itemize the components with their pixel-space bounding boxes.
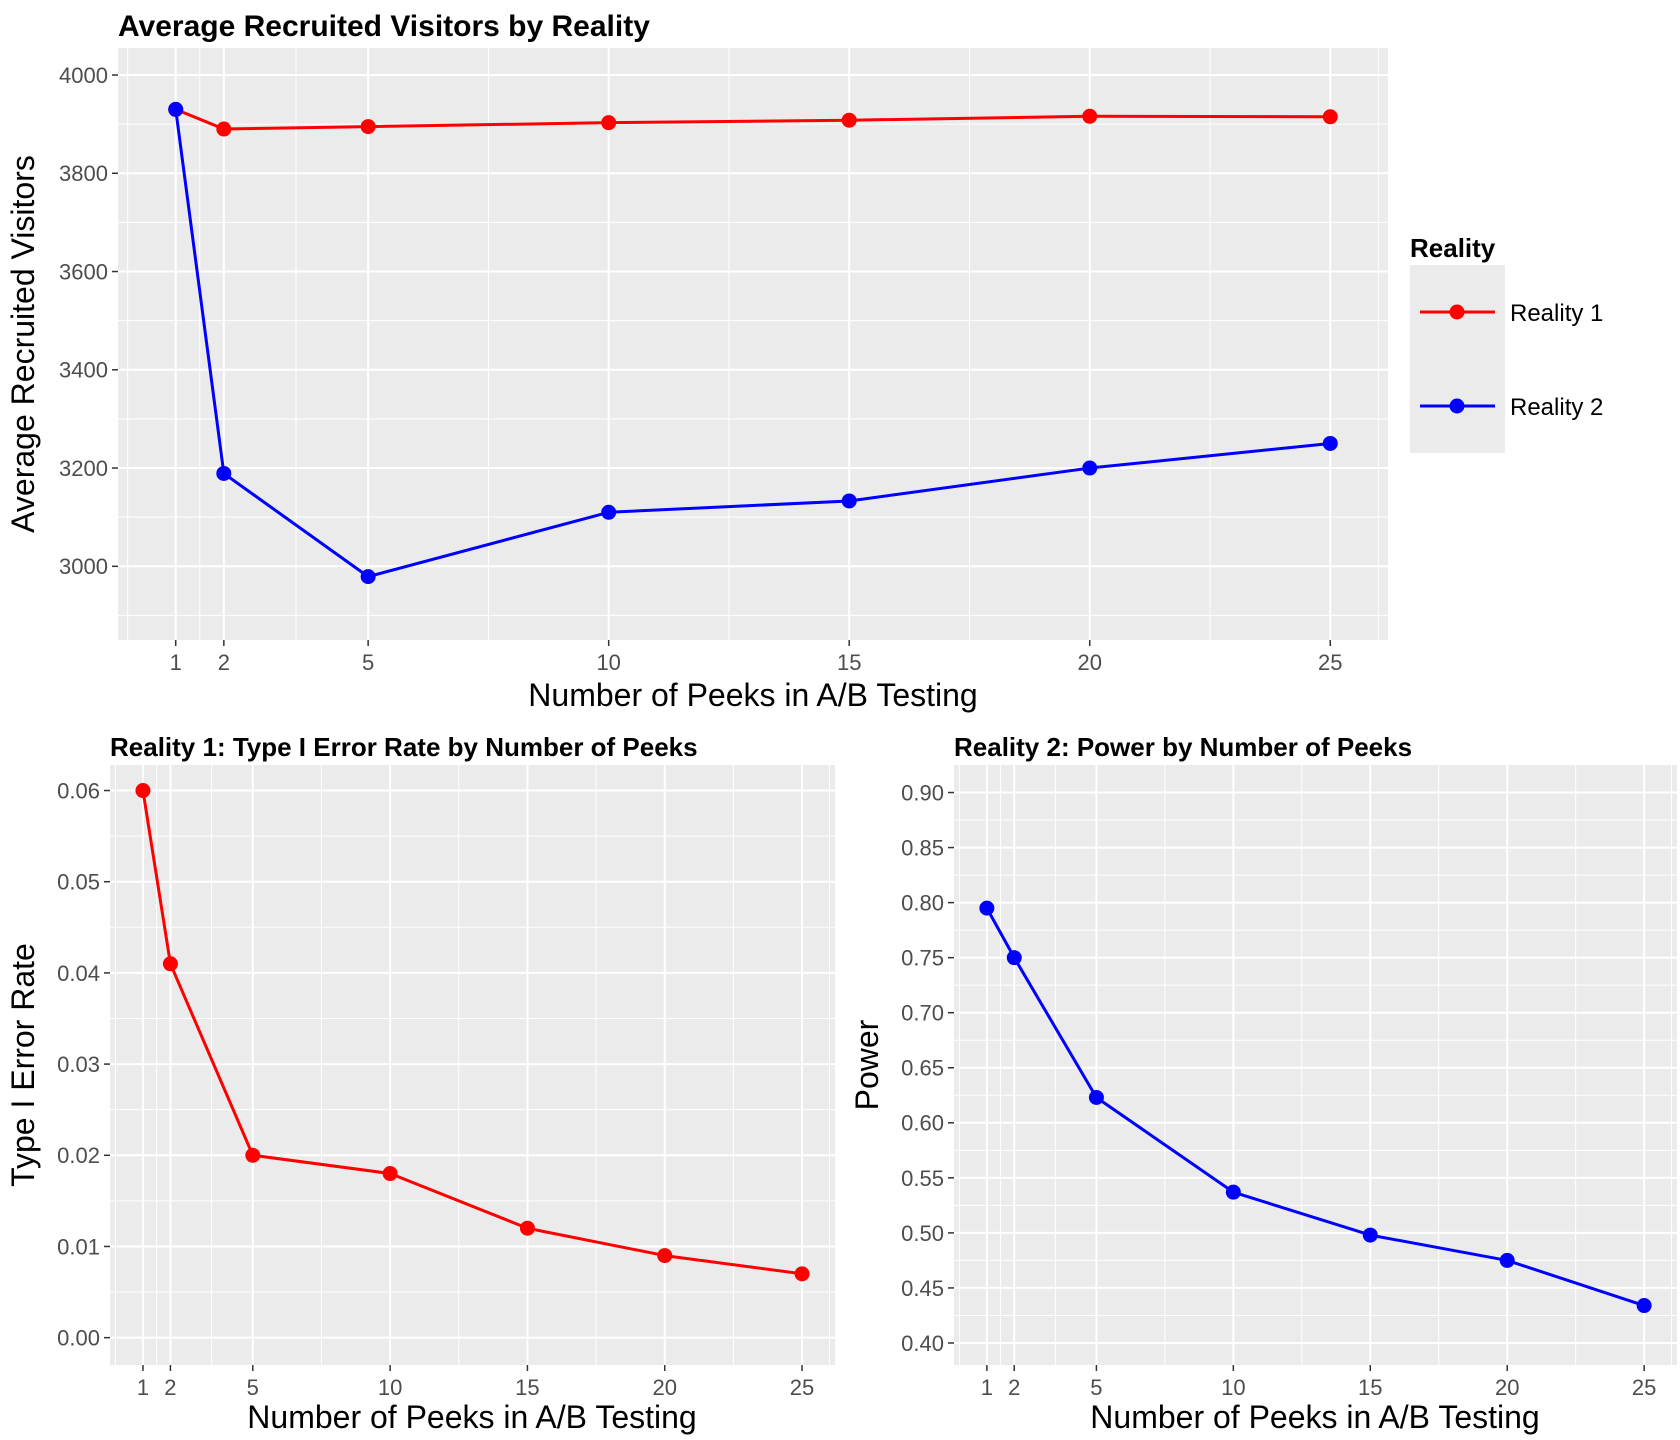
y-axis-title: Average Recruited Visitors	[5, 155, 41, 533]
x-tick-label: 2	[1008, 1375, 1020, 1400]
data-point	[216, 465, 232, 481]
chart-power: 0.40 0.45 0.50 0.55 0.60 0.65 0.70 0.75 0.80 0.85…	[849, 732, 1677, 1435]
chart-title: Average Recruited Visitors by Reality	[118, 10, 650, 43]
x-tick-label: 10	[378, 1375, 402, 1400]
data-point	[794, 1266, 810, 1282]
plot-panel	[118, 48, 1388, 640]
y-axis-title: Power	[849, 1019, 885, 1110]
x-tick-label: 5	[362, 650, 374, 675]
y-tick-label: 0.65	[901, 1056, 944, 1081]
x-tick-label: 10	[596, 650, 620, 675]
data-point	[245, 1147, 261, 1163]
chart-title: Reality 2: Power by Number of Peeks	[954, 732, 1412, 762]
y-tick-label: 0.50	[901, 1221, 944, 1246]
data-point	[601, 504, 617, 520]
x-tick-label: 5	[247, 1375, 259, 1400]
y-tick-label: 0.75	[901, 946, 944, 971]
data-point	[360, 569, 376, 585]
y-tick-label: 4000	[59, 63, 108, 88]
y-tick-label: 0.05	[57, 870, 100, 895]
y-tick-label: 3800	[59, 161, 108, 186]
legend-key-point	[1449, 304, 1465, 320]
data-point	[382, 1166, 398, 1182]
chart-title: Reality 1: Type I Error Rate by Number o…	[110, 732, 698, 762]
data-point	[1225, 1184, 1241, 1200]
y-tick-label: 3400	[59, 358, 108, 383]
data-point	[162, 956, 178, 972]
y-tick-label: 0.55	[901, 1166, 944, 1191]
y-tick-label: 0.01	[57, 1234, 100, 1259]
legend-title: Reality	[1410, 233, 1496, 263]
x-tick-label: 1	[137, 1375, 149, 1400]
y-axis-title: Type I Error Rate	[5, 943, 41, 1187]
data-point	[841, 493, 857, 509]
y-tick-label: 0.40	[901, 1331, 944, 1356]
y-tick-label: 0.80	[901, 891, 944, 916]
data-point	[841, 112, 857, 128]
data-point	[135, 783, 151, 799]
x-tick-label: 1	[170, 650, 182, 675]
data-point	[1322, 109, 1338, 125]
data-point	[1006, 950, 1022, 966]
legend-key-background	[1410, 265, 1505, 453]
data-point	[657, 1248, 673, 1264]
y-tick-label: 0.70	[901, 1001, 944, 1026]
y-tick-label: 3600	[59, 259, 108, 284]
data-point	[979, 900, 995, 916]
x-tick-label: 2	[164, 1375, 176, 1400]
x-tick-label: 1	[981, 1375, 993, 1400]
data-point	[519, 1220, 535, 1236]
x-tick-label: 15	[1358, 1375, 1382, 1400]
data-point	[1499, 1252, 1515, 1268]
y-tick-label: 0.45	[901, 1276, 944, 1301]
x-tick-label: 5	[1090, 1375, 1102, 1400]
data-point	[601, 115, 617, 131]
legend-key-point	[1449, 398, 1465, 414]
y-tick-label: 0.03	[57, 1052, 100, 1077]
data-point	[1636, 1298, 1652, 1314]
data-point	[1082, 108, 1098, 124]
y-tick-label: 0.00	[57, 1326, 100, 1351]
data-point	[1082, 460, 1098, 476]
data-point	[1088, 1089, 1104, 1105]
y-tick-label: 0.60	[901, 1111, 944, 1136]
x-tick-label: 25	[1318, 650, 1342, 675]
x-tick-label: 15	[515, 1375, 539, 1400]
data-point	[1362, 1227, 1378, 1243]
data-point	[1322, 435, 1338, 451]
y-tick-label: 3000	[59, 554, 108, 579]
legend-label: Reality 1	[1510, 300, 1603, 327]
x-tick-label: 20	[652, 1375, 676, 1400]
x-tick-label: 20	[1495, 1375, 1519, 1400]
y-tick-label: 0.04	[57, 961, 100, 986]
y-tick-label: 0.85	[901, 835, 944, 860]
x-axis-title: Number of Peeks in A/B Testing	[1090, 1399, 1539, 1435]
chart-type-i-error-rate: 0.000.010.020.030.040.050.061 2 5 10 15 20 25R…	[5, 732, 835, 1435]
data-point	[360, 119, 376, 135]
x-axis-title: Number of Peeks in A/B Testing	[247, 1399, 696, 1435]
data-point	[216, 121, 232, 137]
x-tick-label: 2	[218, 650, 230, 675]
y-tick-label: 0.90	[901, 780, 944, 805]
x-tick-label: 25	[1632, 1375, 1656, 1400]
x-axis-title: Number of Peeks in A/B Testing	[528, 677, 977, 713]
x-tick-label: 10	[1221, 1375, 1245, 1400]
x-tick-label: 25	[790, 1375, 814, 1400]
y-tick-label: 0.02	[57, 1143, 100, 1168]
data-point	[168, 101, 184, 117]
y-tick-label: 3200	[59, 456, 108, 481]
plot-panel	[954, 765, 1677, 1365]
legend-label: Reality 2	[1510, 394, 1603, 421]
y-tick-label: 0.06	[57, 778, 100, 803]
x-tick-label: 15	[837, 650, 861, 675]
x-tick-label: 20	[1078, 650, 1102, 675]
